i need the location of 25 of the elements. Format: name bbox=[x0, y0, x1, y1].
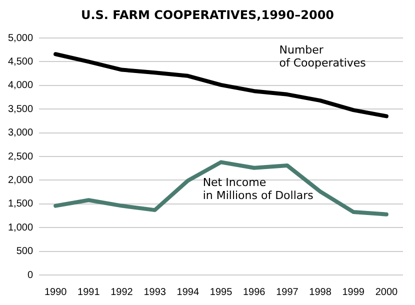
x-tick-label: 1994 bbox=[176, 286, 200, 298]
x-tick-label: 1999 bbox=[342, 286, 365, 298]
y-tick-label: 500 bbox=[16, 246, 34, 258]
x-tick-label: 1993 bbox=[144, 286, 166, 298]
series-label: Net Income in Millions of Dollars bbox=[202, 176, 314, 202]
y-tick-label: 2,500 bbox=[8, 151, 34, 162]
y-tick-label: 4,500 bbox=[8, 56, 34, 68]
y-tick-label: 5,000 bbox=[8, 32, 34, 44]
x-tick-label: 1998 bbox=[309, 286, 332, 298]
x-tick-label: 1996 bbox=[242, 286, 266, 298]
y-tick-label: 2,000 bbox=[8, 174, 34, 186]
x-tick-label: 1990 bbox=[44, 286, 68, 298]
y-tick-label: 3,500 bbox=[8, 104, 34, 115]
y-tick-label: 0 bbox=[27, 270, 34, 281]
x-tick-label: 1991 bbox=[78, 286, 100, 298]
x-tick-label: 1992 bbox=[110, 286, 134, 298]
x-tick-label: 1995 bbox=[210, 286, 233, 298]
y-tick-label: 1,500 bbox=[8, 198, 34, 210]
x-tick-label: 1997 bbox=[276, 286, 299, 298]
chart-title: U.S. FARM COOPERATIVES,1990–2000 bbox=[80, 7, 336, 24]
y-tick-label: 1,000 bbox=[8, 222, 34, 234]
y-tick-label: 3,000 bbox=[8, 128, 34, 139]
y-tick-label: 4,000 bbox=[8, 80, 34, 92]
x-tick-label: 2000 bbox=[375, 286, 398, 298]
text: Number of Cooperatives bbox=[279, 43, 366, 70]
